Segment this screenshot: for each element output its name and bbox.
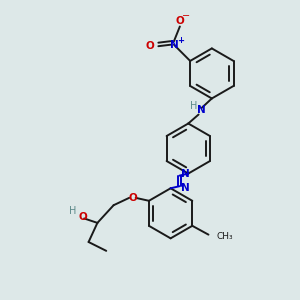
Text: +: + bbox=[177, 36, 184, 45]
Text: N: N bbox=[181, 169, 190, 179]
Text: N: N bbox=[169, 40, 178, 50]
Text: H: H bbox=[190, 101, 197, 111]
Text: CH₃: CH₃ bbox=[217, 232, 233, 241]
Text: N: N bbox=[197, 105, 206, 115]
Text: O: O bbox=[176, 16, 184, 26]
Text: −: − bbox=[182, 11, 190, 21]
Text: O: O bbox=[145, 41, 154, 51]
Text: O: O bbox=[128, 193, 137, 203]
Text: O: O bbox=[78, 212, 87, 222]
Text: H: H bbox=[69, 206, 76, 216]
Text: N: N bbox=[181, 183, 190, 193]
